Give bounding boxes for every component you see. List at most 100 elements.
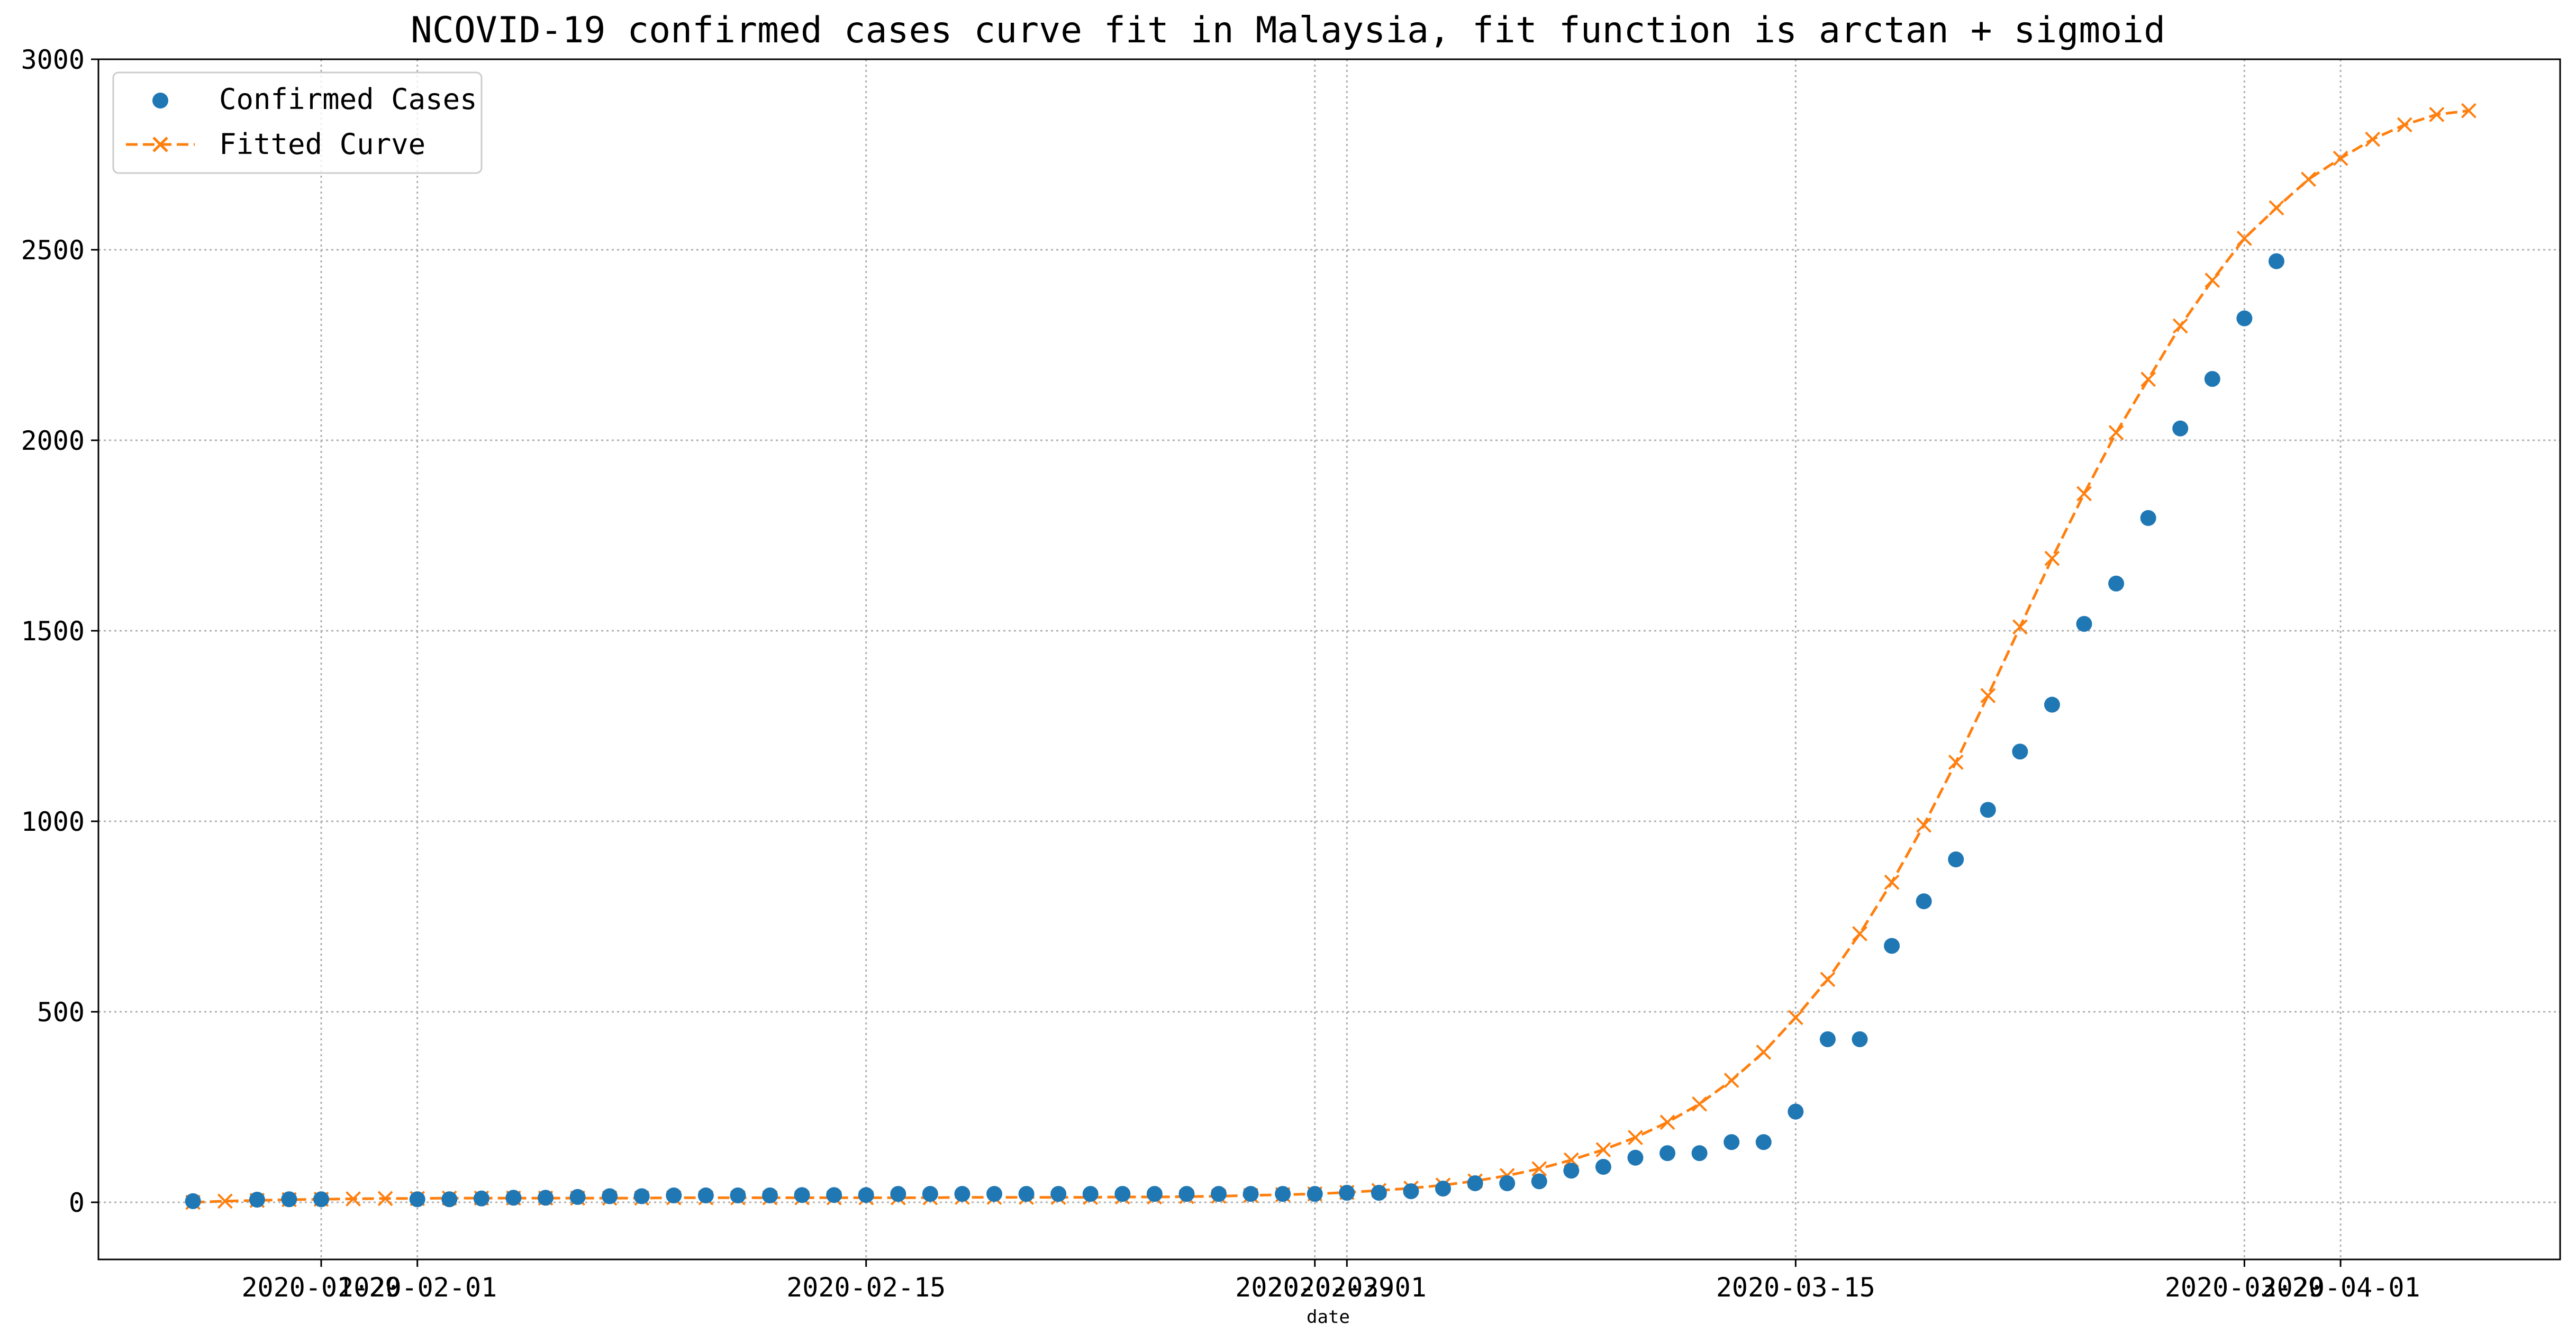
x-axis-label: date — [1307, 1307, 1350, 1328]
y-tick-label: 0 — [69, 1187, 85, 1218]
fitted-point — [346, 1191, 361, 1207]
confirmed-point — [986, 1186, 1003, 1202]
y-tick-label: 500 — [37, 997, 85, 1028]
confirmed-point — [2172, 420, 2189, 437]
confirmed-point — [2108, 575, 2125, 592]
legend: Confirmed Cases Fitted Curve — [112, 71, 483, 174]
confirmed-point — [1531, 1173, 1547, 1190]
fitted-point — [2108, 425, 2124, 441]
confirmed-point — [2012, 743, 2028, 760]
x-tick-label: 2020-02-15 — [786, 1272, 946, 1303]
confirmed-point — [730, 1187, 746, 1204]
confirmed-point — [1724, 1134, 1740, 1150]
confirmed-point — [666, 1187, 682, 1204]
x-tick-label: 2020-02-29 — [1235, 1272, 1394, 1303]
confirmed-point — [1563, 1163, 1580, 1179]
confirmed-point — [858, 1187, 874, 1203]
plot-frame — [97, 58, 2561, 1261]
legend-marker-fitted — [152, 137, 168, 152]
legend-label-fitted: Fitted Curve — [219, 128, 425, 161]
confirmed-point — [794, 1187, 810, 1203]
confirmed-point — [1018, 1186, 1035, 1202]
confirmed-point — [1916, 893, 1932, 910]
confirmed-point — [1178, 1186, 1195, 1202]
x-tick-label: 2020-03-15 — [1716, 1272, 1875, 1303]
confirmed-point — [1980, 802, 1996, 818]
confirmed-point — [762, 1187, 778, 1204]
confirmed-point — [441, 1191, 458, 1208]
confirmed-point — [1339, 1185, 1355, 1201]
axis-ticks: 0500100015002000250030002020-01-292020-0… — [21, 44, 2420, 1303]
fitted-point — [2269, 200, 2284, 216]
confirmed-point — [1050, 1186, 1067, 1202]
confirmed-point — [1242, 1186, 1259, 1202]
fitted-point — [2429, 106, 2445, 122]
fitted-point — [1980, 687, 1996, 703]
fitted-point — [1884, 874, 1900, 890]
confirmed-point — [1307, 1186, 1323, 1202]
fitted-point — [2397, 117, 2412, 133]
y-tick-label: 3000 — [21, 44, 85, 75]
confirmed-point — [633, 1188, 650, 1204]
fitted-point — [2301, 171, 2316, 187]
y-tick-label: 1500 — [21, 616, 85, 647]
y-tick-label: 1000 — [21, 806, 85, 837]
confirmed-point — [537, 1190, 554, 1206]
fitted-point — [2333, 150, 2348, 166]
confirmed-point — [1819, 1031, 1836, 1047]
confirmed-point — [1114, 1186, 1131, 1202]
confirmed-point — [954, 1186, 970, 1202]
confirmed-point — [569, 1189, 586, 1205]
confirmed-point — [409, 1191, 425, 1208]
fitted-point — [217, 1193, 233, 1209]
fitted-point — [2236, 230, 2252, 246]
confirmed-point — [697, 1187, 714, 1204]
confirmed-point — [602, 1188, 618, 1204]
confirmed-point — [1211, 1186, 1227, 1202]
fitted-point — [1916, 817, 1932, 833]
confirmed-point — [1884, 938, 1900, 954]
confirmed-point — [1948, 851, 1964, 867]
confirmed-point — [1371, 1185, 1387, 1201]
fitted-point — [2365, 131, 2381, 147]
fitted-point — [1948, 754, 1964, 770]
x-tick-label: 2020-02-01 — [338, 1272, 497, 1303]
fitted-point — [1788, 1010, 1803, 1026]
confirmed-point — [1627, 1149, 1644, 1166]
confirmed-point — [922, 1186, 938, 1202]
confirmed-cases-series — [185, 253, 2284, 1209]
y-tick-label: 2000 — [21, 425, 85, 456]
confirmed-point — [2268, 253, 2284, 269]
confirmed-point — [1467, 1175, 1483, 1191]
fitted-point — [1820, 972, 1836, 987]
y-tick-label: 2500 — [21, 235, 85, 266]
fitted-point — [2140, 371, 2156, 387]
fitted-point — [2076, 486, 2092, 502]
fitted-point — [2461, 103, 2477, 119]
confirmed-point — [1275, 1186, 1291, 1202]
fitted-point — [1531, 1161, 1547, 1177]
confirmed-point — [2140, 510, 2156, 526]
confirmed-point — [185, 1193, 201, 1209]
fitted-point — [1595, 1142, 1611, 1158]
confirmed-point — [1499, 1175, 1516, 1191]
confirmed-point — [2076, 616, 2092, 632]
fitted-point — [377, 1191, 393, 1207]
fitted-point — [1756, 1044, 1772, 1060]
confirmed-point — [1788, 1103, 1804, 1120]
confirmed-point — [2044, 696, 2060, 713]
confirmed-point — [313, 1191, 329, 1208]
fitted-point — [1852, 926, 1867, 941]
x-tick-label: 2020-03-01 — [1267, 1272, 1427, 1303]
confirmed-point — [1082, 1186, 1099, 1202]
chart-title: NCOVID-19 confirmed cases curve fit in M… — [411, 10, 2165, 51]
confirmed-point — [1691, 1145, 1708, 1162]
legend-marker-confirmed — [152, 93, 168, 108]
confirmed-point — [826, 1187, 842, 1203]
confirmed-point — [1403, 1183, 1419, 1200]
fitted-point — [1628, 1130, 1643, 1146]
x-tick-label: 2020-04-01 — [2261, 1272, 2420, 1303]
fitted-point — [2172, 318, 2188, 334]
